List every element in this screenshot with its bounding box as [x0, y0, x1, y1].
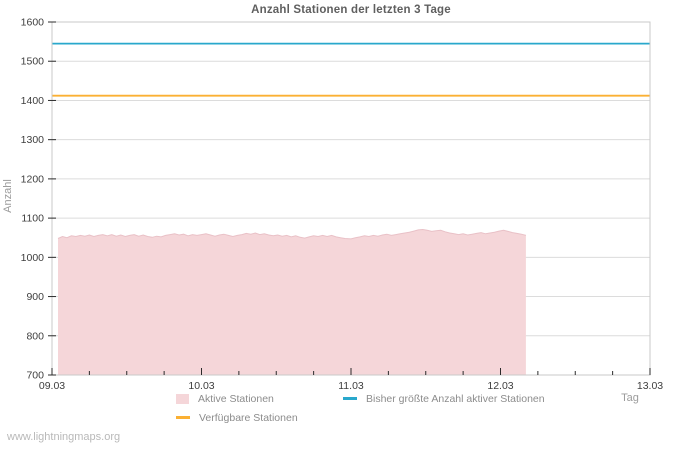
legend-row: Verfügbare Stationen: [176, 411, 569, 424]
legend-label: Aktive Stationen: [198, 392, 274, 405]
legend-row: Aktive Stationen Bisher größte Anzahl ak…: [176, 392, 569, 405]
svg-text:1100: 1100: [21, 213, 44, 225]
watermark-link[interactable]: www.lightningmaps.org: [7, 431, 121, 443]
line-swatch-icon: [343, 397, 357, 400]
legend-item-available-stations: Verfügbare Stationen: [176, 412, 319, 424]
svg-text:10.03: 10.03: [188, 380, 214, 392]
svg-text:1500: 1500: [21, 56, 45, 68]
svg-text:1000: 1000: [21, 252, 45, 264]
chart-legend: Aktive Stationen Bisher größte Anzahl ak…: [176, 392, 569, 430]
legend-item-max-active-stations: Bisher größte Anzahl aktiver Stationen: [343, 393, 545, 405]
line-swatch-icon: [176, 416, 190, 419]
x-axis-label: Tag: [621, 392, 639, 404]
svg-text:12.03: 12.03: [487, 380, 513, 392]
chart-title: Anzahl Stationen der letzten 3 Tage: [251, 4, 451, 16]
svg-text:1200: 1200: [21, 173, 45, 185]
svg-text:09.03: 09.03: [39, 380, 65, 392]
legend-item-active-stations: Aktive Stationen: [176, 393, 319, 405]
svg-text:1400: 1400: [21, 95, 45, 107]
svg-text:1600: 1600: [21, 17, 45, 29]
legend-label: Bisher größte Anzahl aktiver Stationen: [366, 392, 545, 405]
svg-text:700: 700: [26, 370, 44, 382]
svg-text:900: 900: [26, 291, 44, 303]
y-axis-label: Anzahl: [2, 179, 14, 213]
svg-text:1300: 1300: [21, 134, 45, 146]
area-swatch-icon: [176, 393, 189, 404]
svg-text:11.03: 11.03: [338, 380, 364, 392]
legend-label: Verfügbare Stationen: [199, 411, 298, 424]
svg-text:13.03: 13.03: [637, 380, 663, 392]
svg-text:800: 800: [26, 330, 44, 342]
